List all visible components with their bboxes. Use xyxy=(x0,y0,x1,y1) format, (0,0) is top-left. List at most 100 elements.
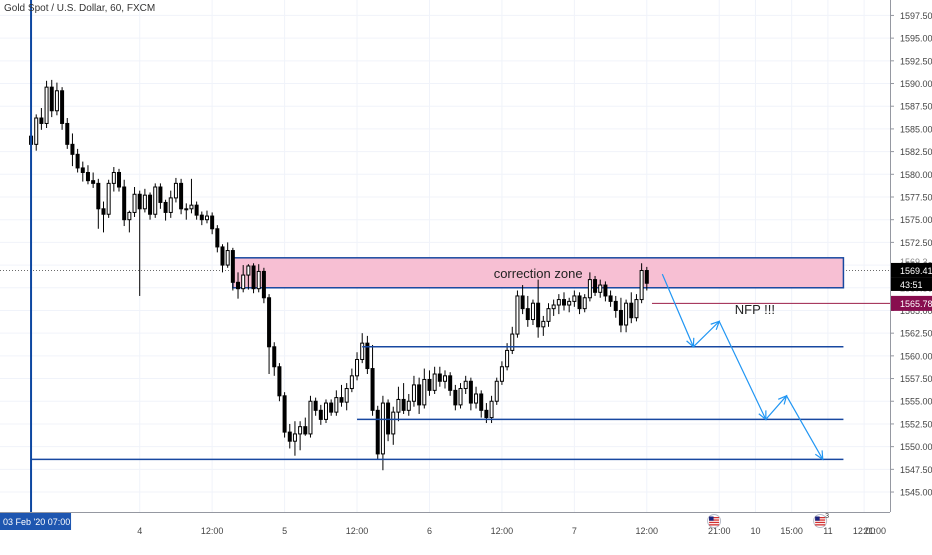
candle-body xyxy=(370,368,375,411)
candle-body xyxy=(96,182,101,210)
candle-body xyxy=(624,302,629,326)
candle-body xyxy=(577,295,582,310)
candle-body xyxy=(494,380,499,402)
candle-body xyxy=(251,265,256,290)
candle-body xyxy=(644,270,649,284)
flag-stripe xyxy=(815,519,826,521)
candle-body xyxy=(525,308,530,321)
candle-body xyxy=(380,402,385,455)
price-tick-label: 1552.50 xyxy=(900,419,932,429)
candle-body xyxy=(210,215,215,230)
time-tick-label: 21:00 xyxy=(708,526,731,536)
candle-body xyxy=(215,228,220,248)
candle-body xyxy=(75,153,80,169)
candle-body xyxy=(308,400,313,435)
price-tick-label: 1547.50 xyxy=(900,465,932,475)
candle-body xyxy=(375,409,380,455)
candle-body xyxy=(80,167,85,173)
candle-body xyxy=(411,384,416,402)
candle-body xyxy=(272,346,277,368)
candle-body xyxy=(427,378,432,391)
price-tick-label: 1580.00 xyxy=(900,170,932,180)
price-tick-label: 1597.50 xyxy=(900,11,932,21)
candle-body xyxy=(536,302,541,328)
time-tick-label: 5 xyxy=(282,526,287,536)
candle-body xyxy=(463,380,468,390)
event-count: 3 xyxy=(825,513,829,520)
current-price-badge xyxy=(891,262,932,278)
candle-body xyxy=(406,400,411,411)
price-tick-label: 1585.00 xyxy=(900,124,932,134)
candle-body xyxy=(44,86,49,124)
candle-body xyxy=(137,193,142,210)
candle-body xyxy=(282,395,287,433)
candle-body xyxy=(70,143,75,155)
projection-arrowhead xyxy=(814,450,824,461)
symbol-title: Gold Spot / U.S. Dollar, 60, FXCM xyxy=(4,3,156,14)
candle-body xyxy=(417,384,422,406)
candle-body xyxy=(199,214,204,221)
time-tick-label: 6 xyxy=(427,526,432,536)
price-tick-label: 1595.00 xyxy=(900,34,932,44)
time-tick-label: 7 xyxy=(572,526,577,536)
projection-arrowhead xyxy=(777,394,788,405)
candle-body xyxy=(158,186,163,203)
candle-body xyxy=(246,265,251,276)
flag-stripe xyxy=(709,524,720,526)
candle-body xyxy=(194,204,199,216)
candle-body xyxy=(510,333,515,351)
current-price-text: 1569.41 xyxy=(900,266,932,276)
candle-body xyxy=(85,171,90,182)
candle-body xyxy=(634,299,639,319)
candle-body xyxy=(344,388,349,403)
candle-body xyxy=(287,431,292,442)
candle-body xyxy=(546,308,551,322)
candle-body xyxy=(437,373,442,382)
candle-body xyxy=(153,186,158,215)
candle-body xyxy=(142,194,147,210)
annotation-front-layer: correction zone NFP !!! xyxy=(30,0,890,512)
candle-body xyxy=(448,375,453,391)
candle-body xyxy=(541,320,546,328)
candle-body xyxy=(365,342,370,370)
candle-body xyxy=(391,411,396,435)
time-tick-label: 12:00 xyxy=(201,526,224,536)
candle-body xyxy=(122,186,127,221)
price-tick-label: 1587.50 xyxy=(900,102,932,112)
candle-body xyxy=(225,250,230,266)
cursor-time-badge xyxy=(0,513,72,530)
candle-body xyxy=(313,400,318,411)
candle-body xyxy=(220,246,225,266)
candle-body xyxy=(298,426,303,435)
time-tick-label: 21:00 xyxy=(863,526,886,536)
candle-body xyxy=(474,393,479,404)
candle-body xyxy=(334,397,339,413)
candle-body xyxy=(60,90,65,124)
candle-body xyxy=(261,270,266,299)
projection-arrowhead xyxy=(686,337,695,349)
candle-body xyxy=(499,366,504,382)
time-tick-label: 11 xyxy=(823,526,832,536)
candle-body xyxy=(489,400,494,419)
candle-body xyxy=(401,398,406,411)
candle-body xyxy=(34,117,39,145)
candle-body xyxy=(618,309,623,326)
time-tick-label: 12:00 xyxy=(346,526,369,536)
candle-body xyxy=(323,402,328,420)
price-tick-label: 1577.50 xyxy=(900,192,932,202)
price-tick-label: 1569.3 xyxy=(900,257,928,267)
flag-stripe xyxy=(709,521,720,524)
candle-body xyxy=(189,204,194,210)
nfp-label: NFP !!! xyxy=(735,302,775,317)
candle-body xyxy=(556,299,561,306)
projection-arrowhead xyxy=(710,320,721,331)
time-tick-label: 12:00 xyxy=(853,526,876,536)
us-flag-icon: 3 xyxy=(813,513,829,528)
marker-price-badge xyxy=(891,295,932,311)
candle-body xyxy=(184,208,189,211)
candle-body xyxy=(505,349,510,368)
candle-body xyxy=(117,171,122,188)
candle-body xyxy=(479,393,484,411)
